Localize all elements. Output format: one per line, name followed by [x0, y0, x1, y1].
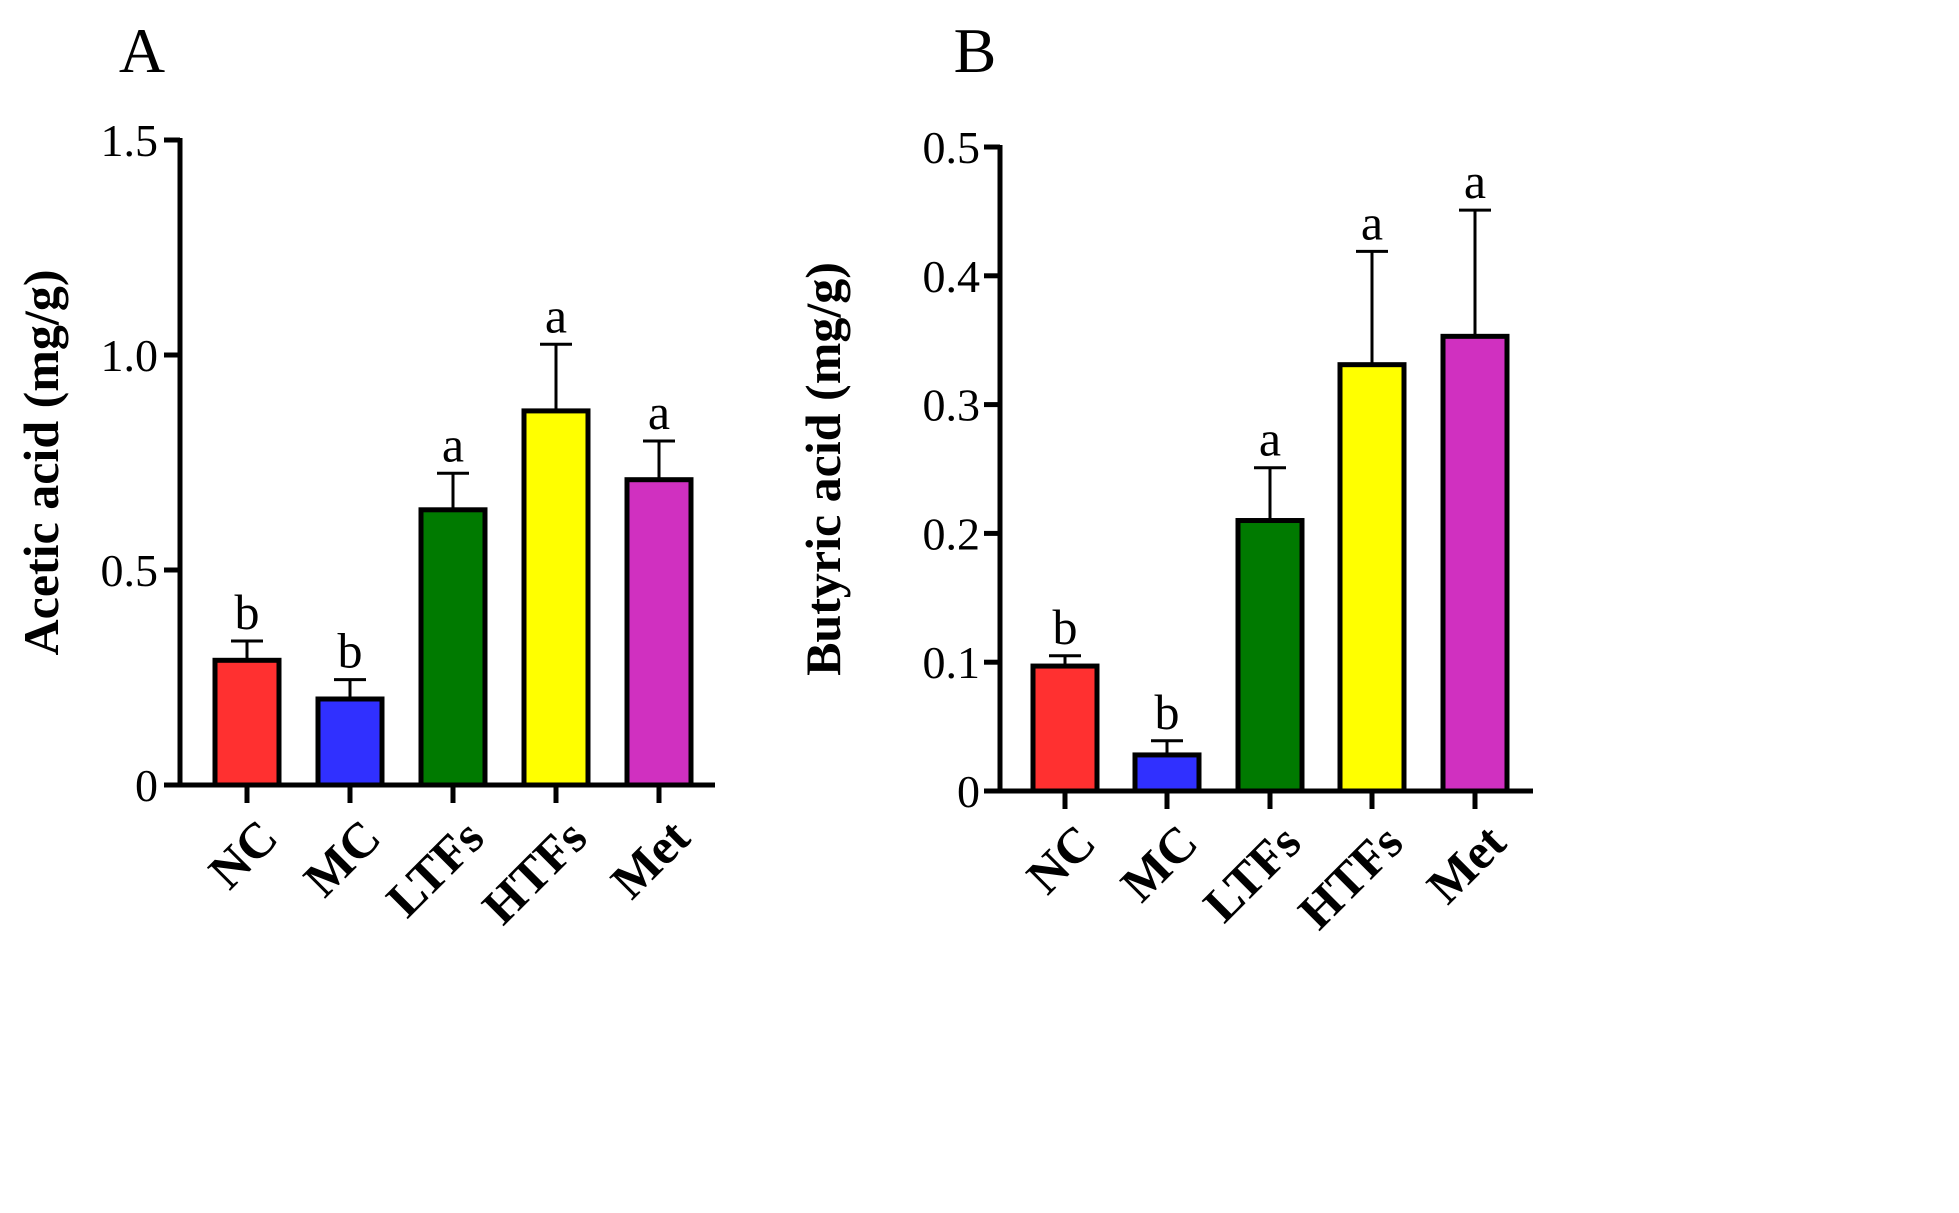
x-tick-label-met: Met	[1416, 813, 1517, 914]
bar-mc	[1132, 752, 1202, 794]
x-tick-label-ltfs: LTFs	[375, 809, 494, 928]
panel-b: B Butyric acid (mg/g) b NC b MC a LTFs a HTFs a Met…	[795, 15, 1533, 940]
x-tick-label-htfs: HTFs	[1287, 814, 1413, 940]
bar-mc	[315, 696, 385, 788]
y-tick-label: 0.3	[923, 380, 981, 431]
y-tick-label: 0.4	[923, 251, 981, 302]
bar-met	[624, 477, 694, 788]
panel-a: A Acetic acid (mg/g) b NC b MC a LTFs a HTFs a Met 0…	[13, 15, 715, 935]
panel-label: A	[119, 15, 165, 86]
significance-letter-htfs: a	[545, 287, 567, 343]
y-axis-title: Butyric acid (mg/g)	[795, 262, 851, 676]
bar-htfs	[521, 408, 591, 788]
x-tick-label-mc: MC	[1110, 814, 1209, 913]
panel-label: B	[954, 15, 997, 86]
bar-nc	[1030, 663, 1100, 794]
bar-ltfs	[1235, 518, 1305, 794]
y-axis-title: Acetic acid (mg/g)	[13, 270, 69, 656]
significance-letter-mc: b	[338, 623, 363, 679]
bar-nc	[212, 657, 282, 788]
x-tick-label-ltfs: LTFs	[1192, 814, 1311, 933]
significance-letter-nc: b	[235, 584, 260, 640]
significance-letter-met: a	[648, 384, 670, 440]
y-tick-label: 0.5	[101, 545, 159, 596]
x-tick-label-mc: MC	[293, 809, 392, 908]
y-tick-label: 0.5	[923, 122, 981, 173]
y-tick-label: 1.5	[101, 115, 159, 166]
bar-ltfs	[418, 507, 488, 788]
significance-letter-mc: b	[1155, 684, 1180, 740]
significance-letter-nc: b	[1053, 599, 1078, 655]
y-tick-label: 0.2	[923, 508, 981, 559]
x-tick-label-met: Met	[600, 808, 701, 909]
y-tick-label: 0	[957, 766, 980, 817]
significance-letter-met: a	[1464, 153, 1486, 209]
x-tick-label-nc: NC	[198, 809, 289, 900]
bar-met	[1440, 333, 1510, 794]
y-tick-label: 0	[135, 760, 158, 811]
bar-htfs	[1337, 362, 1407, 794]
y-tick-label: 1.0	[101, 330, 159, 381]
significance-letter-ltfs: a	[1259, 411, 1281, 467]
x-tick-label-nc: NC	[1016, 814, 1107, 905]
x-tick-label-htfs: HTFs	[471, 809, 597, 935]
y-tick-label: 0.1	[923, 637, 981, 688]
significance-letter-htfs: a	[1361, 194, 1383, 250]
significance-letter-ltfs: a	[442, 416, 464, 472]
